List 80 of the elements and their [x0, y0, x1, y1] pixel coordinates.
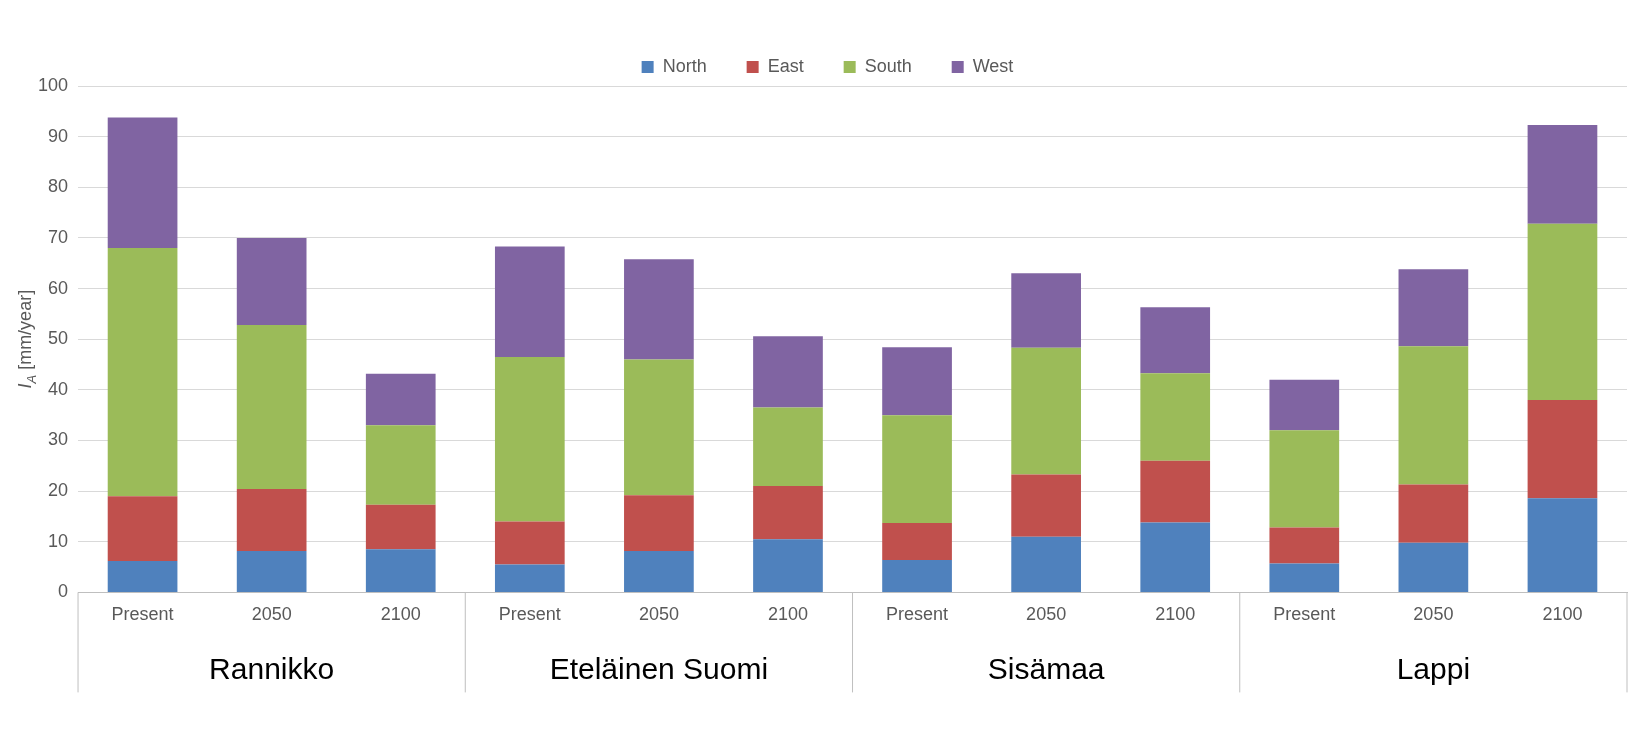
bar: [365, 504, 436, 550]
text: Eteläinen Suomi: [549, 651, 769, 685]
y-tick-label: 80: [48, 176, 69, 197]
bar: [882, 347, 952, 416]
bar: [236, 325, 307, 490]
bar: [365, 425, 436, 505]
x-tick-label: Present: [886, 604, 949, 625]
bar: [236, 550, 307, 592]
bar: [107, 248, 178, 497]
y-tick-label: 50: [48, 328, 69, 349]
x-tick-label: Present: [111, 604, 174, 625]
y-tick-label: 40: [48, 378, 69, 399]
y-axis-title: IA [mm/year]: [14, 289, 39, 389]
bar: [1011, 474, 1081, 537]
bar: [753, 539, 823, 592]
y-tick-label: 100: [37, 74, 69, 95]
bar: [624, 495, 694, 551]
bar: [1527, 124, 1598, 224]
bar: [624, 359, 694, 496]
bar: [1527, 223, 1598, 400]
bar: [1011, 536, 1081, 592]
x-tick-label: 2100: [1155, 604, 1196, 625]
x-tick-label: 2050: [251, 604, 292, 625]
text: Lappi: [1396, 651, 1471, 685]
y-tick-label: 70: [48, 226, 69, 247]
bar: [494, 356, 565, 522]
bar: [1398, 542, 1469, 592]
y-tick-label: 30: [48, 429, 69, 450]
x-tick-label: 2050: [638, 604, 679, 625]
y-tick-label: 20: [48, 480, 69, 501]
bar: [882, 415, 952, 524]
bar: [624, 550, 694, 592]
bar: [494, 246, 565, 357]
x-tick-label: 2100: [380, 604, 421, 625]
x-tick-label: Present: [498, 604, 561, 625]
bar: [1140, 522, 1211, 592]
bar: [753, 336, 823, 408]
bar: [1398, 269, 1469, 347]
text: Rannikko: [209, 651, 335, 685]
bar: [107, 117, 178, 249]
bar: [1398, 346, 1469, 485]
legend-label: West: [972, 55, 1014, 76]
bar: [753, 486, 823, 540]
legend-label: North: [662, 55, 707, 76]
text: Sisämaa: [987, 651, 1105, 685]
bar: [1398, 484, 1469, 543]
bar: [1269, 379, 1340, 431]
bar: [1269, 527, 1340, 564]
bar: [1011, 273, 1081, 348]
legend-label: South: [864, 55, 912, 76]
bar: [1527, 399, 1598, 499]
bar: [1140, 460, 1211, 523]
bar: [494, 564, 565, 592]
bar: [236, 489, 307, 551]
x-tick-label: Present: [1273, 604, 1336, 625]
bar: [753, 407, 823, 487]
bar: [1269, 430, 1340, 528]
bar: [1269, 563, 1340, 592]
bar: [236, 237, 307, 326]
bar: [624, 259, 694, 360]
bar: [494, 521, 565, 565]
bar: [107, 496, 178, 561]
y-tick-label: 10: [48, 530, 69, 551]
x-tick-label: 2100: [767, 604, 808, 625]
y-tick-label: 90: [48, 125, 69, 146]
bar: [882, 523, 952, 560]
bar: [107, 561, 178, 592]
bar: [1011, 347, 1081, 475]
bar: [365, 373, 436, 426]
bar: [882, 559, 952, 592]
bar: [1140, 307, 1211, 374]
legend-label: East: [767, 55, 804, 76]
y-tick-label: 60: [48, 277, 69, 298]
bar: [1140, 373, 1211, 461]
bar: [365, 549, 436, 592]
x-tick-label: 2100: [1542, 604, 1583, 625]
y-tick-label: 0: [58, 581, 69, 602]
bar: [1527, 498, 1598, 592]
x-tick-label: 2050: [1413, 604, 1454, 625]
x-tick-label: 2050: [1026, 604, 1067, 625]
